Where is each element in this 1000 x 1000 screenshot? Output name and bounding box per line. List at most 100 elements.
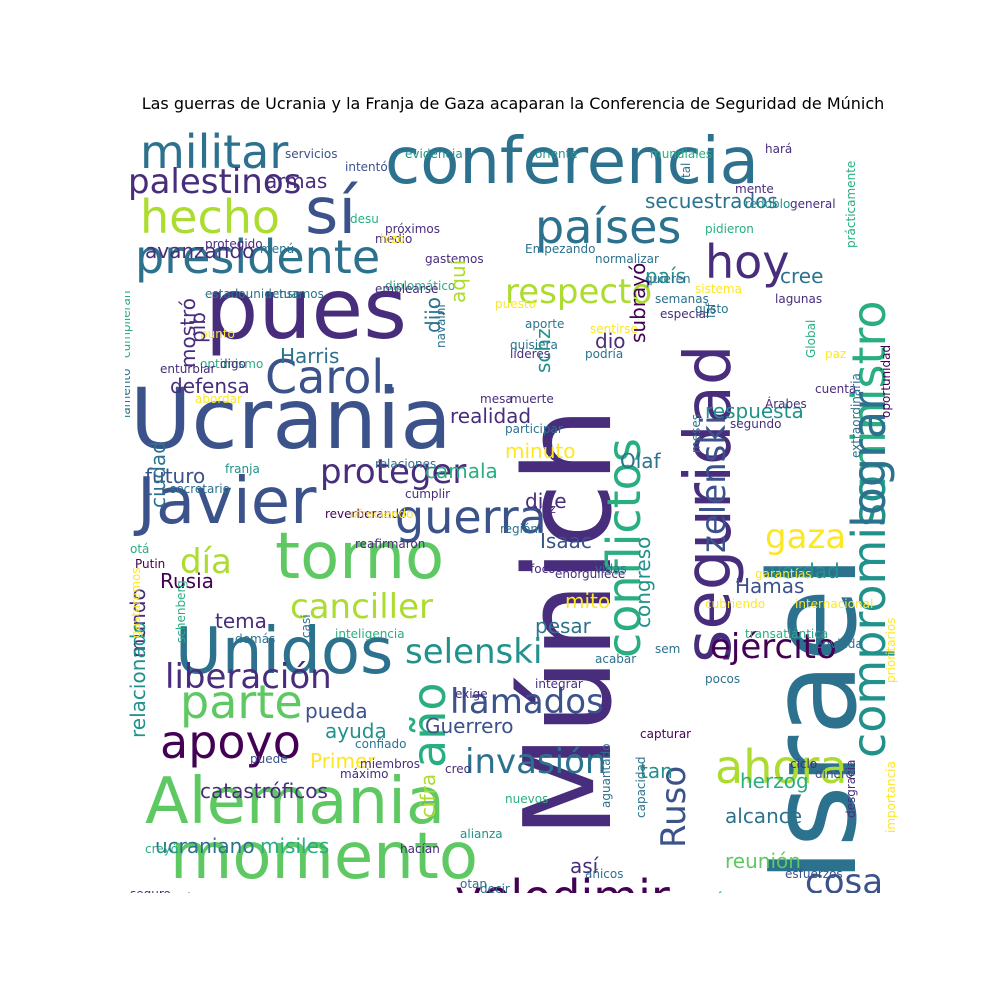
cloud-word: quisiera	[510, 338, 558, 352]
cloud-word: ministro	[842, 300, 896, 488]
cloud-word: ciclo	[790, 757, 817, 771]
cloud-word: otá	[130, 542, 149, 556]
word-cloud-canvas: Israel Múnich Ucrania pues seguridad conferen…	[125, 125, 898, 893]
cloud-word: esfuerzos	[785, 867, 843, 881]
cloud-word: Alemania	[145, 765, 445, 839]
cloud-word: invasión	[465, 742, 606, 782]
cloud-word: parte	[180, 675, 303, 729]
cloud-word: máximo	[340, 767, 389, 781]
cloud-word: próximos	[385, 222, 440, 236]
cloud-word: cumplir	[405, 487, 450, 501]
cloud-word: aguantado	[599, 743, 613, 808]
cloud-word: abordar	[195, 392, 242, 406]
cloud-word: Primer	[310, 749, 376, 773]
cloud-word: sem	[655, 642, 680, 656]
cloud-word: reverberando	[325, 507, 406, 521]
cloud-word: tal	[679, 163, 693, 178]
cloud-word: inteligencia	[335, 627, 405, 641]
cloud-word: pidieron	[705, 222, 754, 236]
cloud-word: navalni	[434, 304, 448, 348]
cloud-word: canciller	[290, 587, 433, 627]
cloud-word: apoyo	[160, 715, 301, 769]
cloud-word: aquí	[446, 258, 470, 303]
cloud-word: sí	[305, 175, 358, 249]
cloud-word: schenberg	[174, 580, 188, 643]
cloud-word: hará	[765, 142, 792, 156]
cloud-word: punto	[200, 327, 235, 341]
cloud-word: defensa	[170, 374, 250, 398]
cloud-word: vez	[535, 502, 556, 516]
cloud-word: importancia	[884, 761, 898, 833]
cloud-word: muerte	[510, 392, 554, 406]
cloud-word: laf	[704, 302, 718, 318]
cloud-word: llamados	[450, 682, 604, 722]
cloud-word: secretario	[170, 482, 230, 496]
cloud-word: confiado	[355, 737, 406, 751]
cloud-word: selenski	[405, 632, 542, 672]
cloud-word: sistema	[695, 282, 742, 296]
cloud-word: cosa	[805, 862, 883, 893]
cloud-word: guerra	[395, 490, 547, 544]
cloud-word: seguro	[130, 887, 171, 893]
cloud-word: optimismo	[200, 357, 263, 371]
cloud-word: evidencia	[405, 147, 463, 161]
cloud-word: volodimir	[455, 870, 670, 893]
cloud-word: normalizar	[595, 252, 659, 266]
cloud-word: muchas	[143, 889, 222, 893]
cloud-word: torno	[275, 520, 444, 594]
cloud-word: cuenta	[815, 382, 856, 396]
cloud-word: garantías	[755, 567, 812, 581]
cloud-word: medio	[375, 232, 412, 246]
cloud-word: dice	[525, 489, 567, 513]
cloud-word: mente	[735, 182, 774, 196]
cloud-word: Hamas	[735, 574, 804, 598]
cloud-word: así	[570, 854, 600, 878]
cloud-word: conflictos	[597, 438, 651, 658]
cloud-word: verdad	[770, 559, 840, 583]
cloud-word: Guerrero	[425, 714, 513, 738]
cloud-word: semanas	[655, 292, 709, 306]
cloud-word: estadounidense	[205, 287, 300, 301]
cloud-word: zelenski	[694, 415, 734, 553]
cloud-word: realidad	[450, 404, 531, 428]
cloud-word: diplomático	[385, 279, 455, 293]
cloud-word: mito	[565, 589, 610, 613]
cloud-word: creo	[445, 762, 471, 776]
cloud-word: decir	[480, 882, 510, 893]
cloud-word: dio	[595, 329, 626, 353]
cloud-word: podría	[585, 347, 623, 361]
cloud-word: pueda	[305, 699, 368, 723]
cloud-word: casi	[299, 614, 313, 638]
cloud-word: lograr	[842, 392, 896, 528]
cloud-word: Rusia	[160, 569, 214, 593]
cloud-word: minuto	[505, 439, 575, 463]
cloud-word: lamento	[125, 369, 133, 418]
cloud-word: momento	[170, 820, 478, 893]
cloud-word: foco	[530, 562, 556, 576]
cloud-word: ofreciendo	[350, 507, 414, 521]
cloud-word: ayuda	[325, 719, 387, 743]
cloud-word: gusto	[695, 302, 729, 316]
cloud-word: ejército	[710, 627, 837, 667]
cloud-word: año	[402, 683, 456, 769]
cloud-word: protegido	[205, 237, 263, 251]
cloud-word: nuevos	[505, 792, 548, 806]
cloud-word: capacidad	[634, 757, 648, 818]
cloud-word: segundo	[730, 417, 781, 431]
cloud-word: lagunas	[775, 292, 822, 306]
cloud-word: transatlántica	[745, 627, 828, 641]
cloud-word: liberación	[165, 657, 332, 697]
cloud-word: Israel	[745, 555, 884, 883]
cloud-word: tan	[640, 759, 673, 783]
cloud-word: paz	[825, 347, 846, 361]
cloud-word: Múnich	[500, 407, 639, 838]
cloud-word: herzog	[740, 769, 809, 793]
cloud-word: Olaf	[620, 449, 662, 473]
cloud-word: Unidos	[175, 615, 393, 689]
cloud-word: avanzando	[145, 239, 254, 263]
cloud-word: líderes	[510, 347, 550, 361]
cloud-word: país	[645, 264, 686, 288]
cloud-word: intentó	[345, 160, 388, 174]
cloud-word: desgracia	[844, 760, 858, 818]
cloud-word: proteger	[320, 452, 466, 492]
